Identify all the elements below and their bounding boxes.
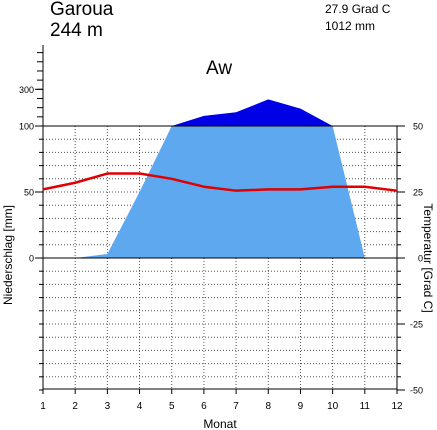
x-tick-label: 8 [265, 401, 271, 412]
x-tick-label: 12 [391, 401, 403, 412]
right-axis-label: Temperatur [Grad C] [421, 203, 435, 312]
right-tick-label: 0 [418, 254, 423, 264]
right-tick-label: -25 [410, 320, 423, 330]
right-tick-label: 50 [413, 122, 423, 132]
left-tick-label: 50 [24, 188, 34, 198]
left-tick-label: 300 [19, 85, 34, 95]
station-elevation: 244 m [50, 20, 103, 41]
x-tick-label: 11 [360, 401, 371, 412]
left-tick-label: 100 [19, 122, 34, 132]
left-tick-label: 0 [29, 254, 34, 264]
x-tick-label: 4 [137, 401, 143, 412]
precipitation-areas [43, 99, 397, 258]
x-tick-label: 6 [201, 401, 207, 412]
x-tick-label: 9 [298, 401, 304, 412]
station-name: Garoua [50, 0, 114, 20]
x-tick-label: 2 [72, 401, 78, 412]
x-tick-label: 3 [105, 401, 111, 412]
x-tick-label: 1 [40, 401, 46, 412]
temperature-line [42, 172, 398, 192]
right-tick-label: 25 [413, 188, 423, 198]
x-tick-label: 10 [327, 401, 339, 412]
right-tick-label: -50 [410, 386, 423, 396]
mean-temperature: 27.9 Grad C [325, 2, 391, 16]
left-axis-label: Niederschlag [mm] [1, 205, 15, 305]
temperature-series [42, 172, 398, 192]
climate-class: Aw [206, 58, 233, 79]
humid-area [43, 126, 397, 258]
perhumid-area [43, 99, 397, 126]
annual-precipitation: 1012 mm [325, 19, 376, 33]
x-tick-label: 7 [233, 401, 239, 412]
x-tick-label: 5 [169, 401, 175, 412]
x-axis-label: Monat [203, 417, 237, 430]
axis-labels: Monat Niederschlag [mm] Temperatur [Grad C… [1, 203, 435, 430]
